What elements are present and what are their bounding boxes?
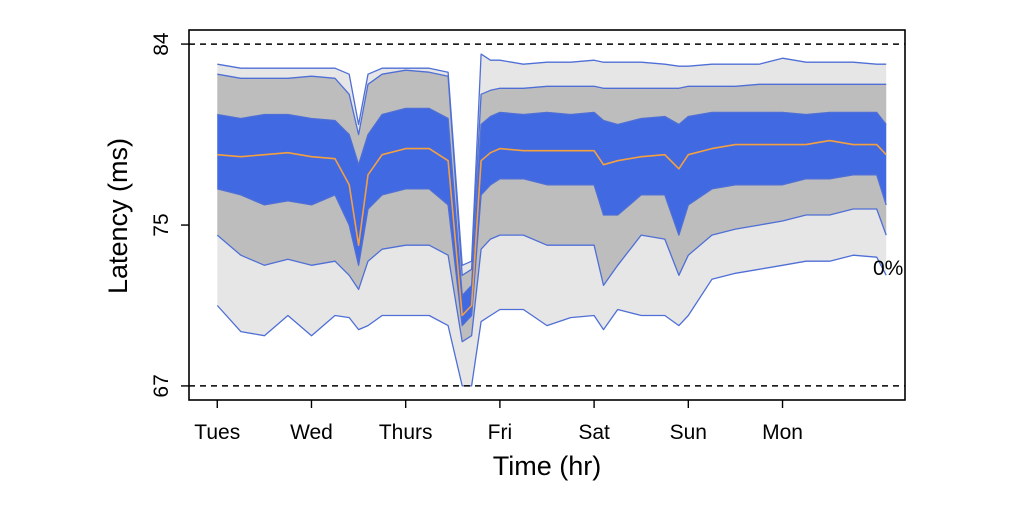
y-axis-title: Latency (ms) bbox=[103, 138, 133, 294]
y-tick-label: 67 bbox=[150, 374, 173, 397]
percentile-band-lines bbox=[216, 53, 887, 387]
percentile-bands bbox=[217, 54, 887, 386]
reference-lines bbox=[189, 43, 905, 387]
line-p10 bbox=[216, 208, 887, 343]
y-tick-label: 84 bbox=[150, 32, 173, 56]
band-p25-p75 bbox=[217, 108, 887, 326]
x-tick-label: Thurs bbox=[379, 421, 433, 444]
x-axis: Tues Wed Thurs Fri Sat Sun Mon bbox=[194, 400, 803, 444]
line-p0 bbox=[216, 254, 887, 387]
x-tick-label: Mon bbox=[762, 421, 803, 444]
edge-percentile-label: 0% bbox=[873, 257, 903, 280]
line-median bbox=[217, 139, 887, 317]
line-p25 bbox=[217, 174, 887, 327]
x-tick-label: Wed bbox=[290, 421, 333, 444]
x-axis-title: Time (hr) bbox=[493, 451, 602, 481]
x-tick-label: Sun bbox=[670, 421, 707, 444]
line-p100 bbox=[217, 53, 887, 266]
x-tick-label: Tues bbox=[194, 421, 240, 444]
line-p90 bbox=[217, 69, 887, 276]
y-axis: 67 75 84 bbox=[150, 32, 189, 398]
x-tick-label: Fri bbox=[488, 421, 513, 444]
x-tick-label: Sat bbox=[578, 421, 610, 444]
plot-frame bbox=[188, 29, 906, 401]
line-p75 bbox=[217, 107, 887, 297]
y-tick-label: 75 bbox=[150, 213, 173, 236]
